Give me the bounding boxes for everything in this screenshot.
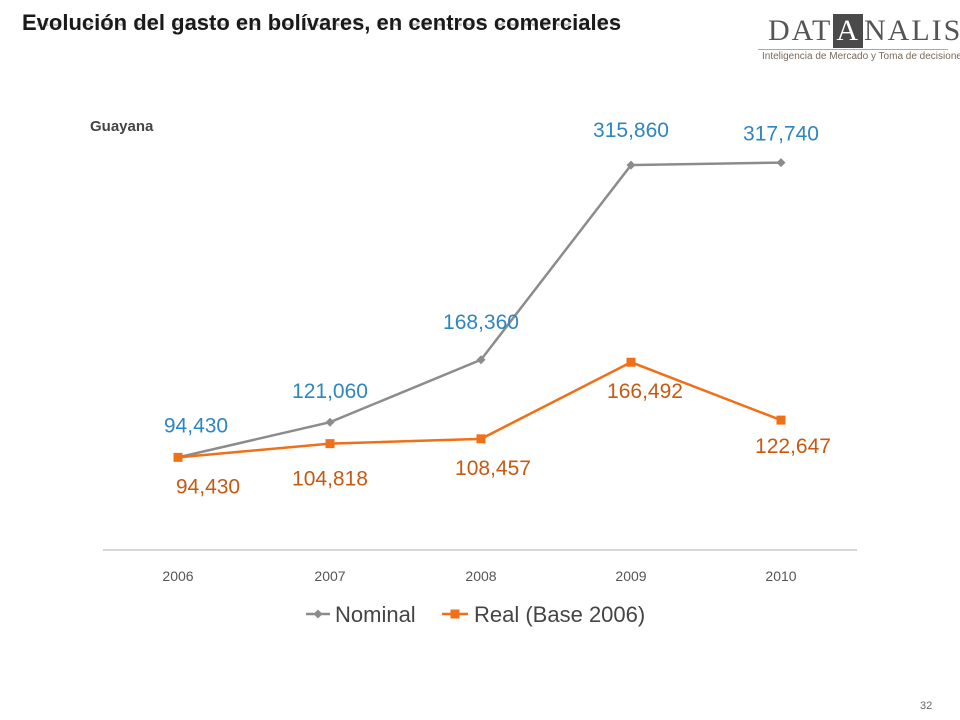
- x-tick-label-2009: 2009: [615, 568, 646, 584]
- x-tick-label-2007: 2007: [314, 568, 345, 584]
- page-number: 32: [920, 700, 933, 712]
- legend-label-nominal: Nominal: [335, 602, 416, 627]
- logo-tagline: Inteligencia de Mercado y Toma de decisi…: [762, 51, 960, 62]
- x-tick-label-2008: 2008: [465, 568, 496, 584]
- nominal-point-2009: [626, 160, 636, 170]
- real-data-label-2009: 166,492: [607, 380, 683, 403]
- logo-text-after: NALISIS: [864, 14, 960, 47]
- real-data-label-2008: 108,457: [455, 457, 531, 480]
- nominal-point-2008: [476, 355, 486, 365]
- nominal-data-label-2008: 168,360: [443, 311, 519, 334]
- x-tick-label-2006: 2006: [162, 568, 193, 584]
- datanalisis-logo: DATANALISIS Inteligencia de Mercado y To…: [758, 14, 960, 64]
- real-point-2009: [626, 357, 636, 367]
- legend-label-real: Real (Base 2006): [474, 602, 645, 627]
- nominal-data-label-2010: 317,740: [743, 123, 819, 146]
- real-point-2006: [173, 452, 183, 462]
- real-data-label-2006: 94,430: [176, 475, 240, 498]
- logo-text-before: DAT: [768, 14, 833, 47]
- real-point-2007: [325, 439, 335, 449]
- nominal-data-label-2006: 94,430: [164, 414, 228, 437]
- real-point-2008: [476, 434, 486, 444]
- nominal-point-2010: [776, 158, 786, 168]
- real-data-label-2010: 122,647: [755, 435, 831, 458]
- logo-wordmark: DATANALISIS: [768, 14, 960, 48]
- nominal-data-label-2009: 315,860: [593, 119, 669, 142]
- real-point-2010: [776, 415, 786, 425]
- slide-title: Evolución del gasto en bolívares, en cen…: [22, 10, 622, 35]
- legend-marker-real: [450, 609, 460, 619]
- x-tick-label-2010: 2010: [765, 568, 796, 584]
- logo-divider: [758, 49, 948, 50]
- legend-marker-nominal: [313, 609, 323, 619]
- region-label: Guayana: [90, 118, 154, 135]
- logo-text-highlight: A: [833, 14, 864, 48]
- nominal-data-label-2007: 121,060: [292, 380, 368, 403]
- real-data-label-2007: 104,818: [292, 468, 368, 491]
- nominal-point-2007: [325, 417, 335, 427]
